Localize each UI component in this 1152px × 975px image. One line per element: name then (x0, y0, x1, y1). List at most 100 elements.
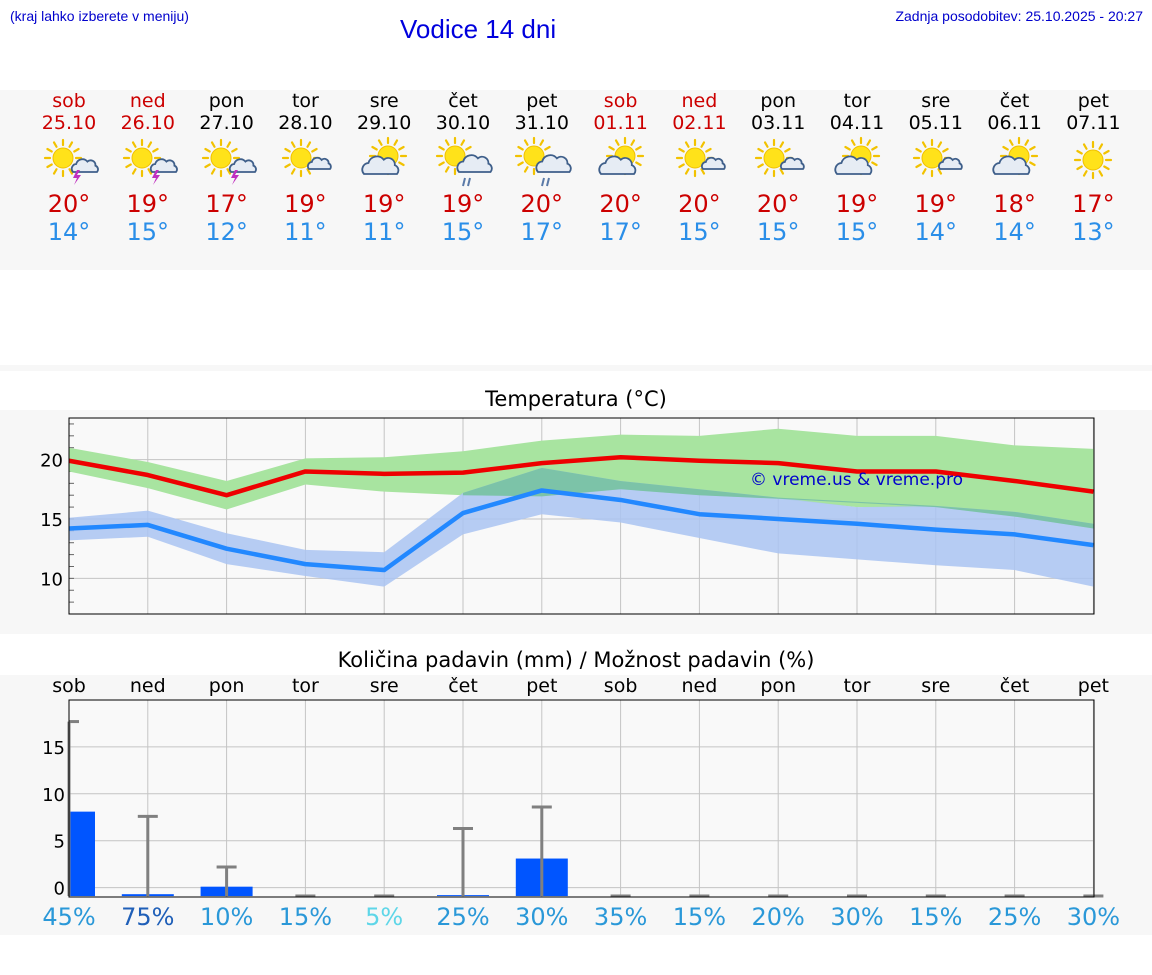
precipitation-day-label: tor (843, 675, 871, 697)
precipitation-probability: 30% (515, 903, 569, 931)
precipitation-probability-row: 45% 75% 10% 15% 5% 25% 30% 35% 15% 20% 30% 15% 25% 30… (0, 903, 1152, 935)
day-forecast: sre 29.10 19° 11° (345, 90, 423, 246)
day-forecast: tor 28.10 19° 11° (266, 90, 344, 246)
day-forecast: čet 06.11 18° 14° (976, 90, 1054, 246)
day-name: sre (921, 90, 951, 112)
day-date: 31.10 (514, 112, 569, 134)
day-name: pon (208, 90, 245, 112)
precipitation-probability: 25% (987, 903, 1042, 931)
day-name: sob (603, 90, 638, 112)
day-name: čet (999, 90, 1030, 112)
day-date: 01.11 (593, 112, 648, 134)
day-date: 26.10 (120, 112, 175, 134)
max-temperature-line (68, 454, 1094, 498)
y-tick-label: 10 (42, 785, 65, 806)
max-temperature: 19° (914, 190, 958, 218)
day-forecast: ned 26.10 19° 15° (109, 90, 187, 246)
y-tick-label: 0 (54, 879, 65, 900)
day-name: sob (52, 90, 86, 112)
max-temperature: 20° (756, 190, 800, 218)
min-temperature: 15° (678, 218, 721, 246)
day-name: sre (369, 90, 399, 112)
precipitation-day-label: sre (921, 675, 951, 697)
watermark-text: © vreme.us & vreme.pro (750, 470, 963, 490)
precipitation-day-label: čet (448, 675, 478, 697)
precipitation-day-label: ned (129, 675, 166, 697)
max-temperature: 19° (284, 190, 327, 218)
y-tick-label: 20 (40, 451, 63, 472)
day-forecast: pon 03.11 20° 15° (739, 90, 817, 246)
min-temperature: 15° (441, 218, 485, 246)
max-temperature: 19° (126, 190, 170, 218)
plot-area (69, 700, 1094, 897)
precipitation-day-label: čet (999, 675, 1030, 697)
day-name: čet (448, 90, 478, 112)
daily-forecast-list: sob 25.10 20° 14° ned 26.10 19° 15° pon 27.10 17° 1… (0, 90, 1152, 270)
min-temperature: 17° (599, 218, 642, 246)
temperature-chart: 10 15 20 © vreme.us & vreme.pro (40, 417, 1095, 615)
day-date: 07.11 (1066, 112, 1121, 134)
day-name: pon (760, 90, 797, 112)
sun-cloud-thunder-icon (201, 138, 257, 185)
day-name: pet (1077, 90, 1109, 112)
location-hint-link[interactable]: (kraj lahko izberete v meniju) (10, 8, 189, 24)
max-temperature: 17° (205, 190, 248, 218)
precipitation-probability: 25% (436, 903, 490, 931)
sun-cloud-icon (834, 136, 881, 176)
day-date: 27.10 (199, 112, 254, 134)
max-temperature: 20° (47, 190, 91, 218)
day-name: ned (681, 90, 718, 112)
y-tick-label: 15 (40, 510, 63, 531)
sun-small-cloud-icon (912, 138, 963, 178)
precipitation-probability: 15% (909, 903, 963, 931)
sun-cloud-rain-icon (514, 136, 572, 187)
day-forecast: pet 07.11 17° 13° (1054, 90, 1132, 246)
max-temperature: 19° (835, 190, 879, 218)
precipitation-day-label: pon (208, 675, 245, 697)
min-temperature: 15° (126, 218, 170, 246)
day-name: ned (129, 90, 166, 112)
sun-cloud-icon (361, 136, 408, 176)
day-date: 05.11 (908, 112, 963, 134)
sun-cloud-rain-icon (435, 136, 493, 187)
precipitation-bar (69, 811, 95, 897)
max-temperature: 19° (441, 190, 485, 218)
section-divider (0, 365, 1152, 371)
day-date: 06.11 (987, 112, 1042, 134)
precipitation-day-label: pet (526, 675, 558, 697)
min-temperature: 12° (205, 218, 248, 246)
precipitation-probability: 75% (121, 903, 175, 931)
precipitation-probability: 10% (199, 903, 254, 931)
day-date: 03.11 (750, 112, 806, 134)
precipitation-day-label: sre (369, 675, 399, 697)
y-tick-label: 10 (40, 569, 63, 590)
min-temperature: 15° (756, 218, 800, 246)
last-updated-text: Zadnja posodobitev: 25.10.2025 - 20:27 (895, 8, 1143, 24)
band-overlap (463, 467, 1094, 529)
day-name: pet (526, 90, 558, 112)
precipitation-probability: 30% (830, 903, 884, 931)
day-forecast: tor 04.11 19° 15° (818, 90, 896, 246)
day-forecast: sob 01.11 20° 17° (582, 90, 660, 246)
sun-icon (1074, 140, 1113, 180)
day-forecast: ned 02.11 20° 15° (660, 90, 738, 246)
plot-frame (68, 417, 1095, 615)
precipitation-probability: 15% (278, 903, 333, 931)
sun-small-cloud-icon (755, 138, 805, 178)
precipitation-day-labels: sob ned pon tor sre čet pet sob ned pon tor sre čet p… (0, 675, 1152, 699)
precipitation-probability: 5% (365, 903, 404, 931)
precipitation-day-label: sob (603, 675, 638, 697)
precipitation-probability: 45% (42, 903, 96, 931)
daily-forecast-strip (0, 90, 1152, 270)
day-date: 30.10 (435, 112, 491, 134)
precipitation-probability: 15% (672, 903, 727, 931)
page-title: Vodice 14 dni (400, 14, 557, 44)
min-temperature: 14° (914, 218, 958, 246)
min-temperature: 13° (1072, 218, 1115, 246)
day-forecast: pet 31.10 20° 17° (503, 90, 581, 246)
day-date: 29.10 (356, 112, 412, 134)
precipitation-probability: 35% (593, 903, 648, 931)
max-temperature: 17° (1072, 190, 1115, 218)
plot-frame (68, 699, 1095, 898)
min-temperature: 15° (835, 218, 879, 246)
